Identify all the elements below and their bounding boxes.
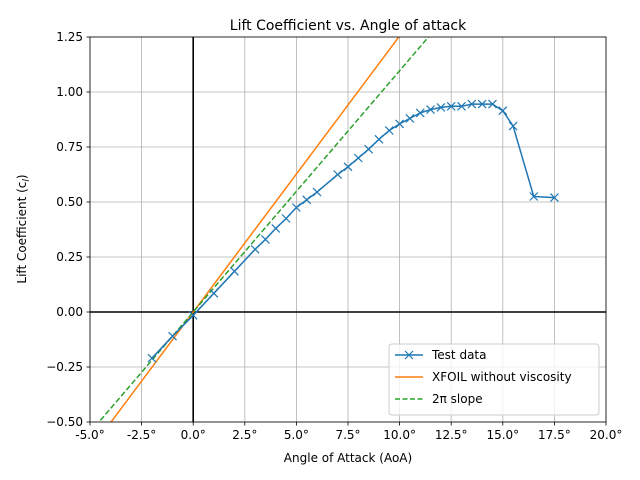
test-data-point (529, 192, 539, 201)
x-tick-label: 15.0° (486, 428, 519, 442)
series-line-1 (110, 37, 400, 422)
x-tick-label: 10.0° (383, 428, 416, 442)
test-data-point (230, 266, 239, 276)
y-axis-title: Lift Coefficient (cl) (15, 174, 32, 283)
x-tick-label: 20.0° (590, 428, 623, 442)
x-tick-label: 7.5° (335, 428, 360, 442)
test-data-point (168, 331, 177, 341)
test-data-point (271, 223, 281, 233)
legend-label-xfoil: XFOIL without viscosity (432, 370, 572, 384)
x-axis-ticks: -5.0° -2.5° 0.0° 2.5° 5.0° 7.5° 10.0° 12.5° 15.0… (75, 422, 622, 442)
x-tick-label: 5.0° (284, 428, 309, 442)
test-data-point (209, 288, 219, 298)
test-data-point (261, 234, 270, 244)
y-tick-label: 0.75 (56, 140, 83, 154)
y-tick-label: −0.25 (46, 360, 83, 374)
legend: Test data XFOIL without viscosity 2π slo… (388, 343, 600, 416)
test-data-point (488, 99, 497, 109)
test-data-point (395, 119, 405, 129)
y-tick-label: 1.00 (56, 85, 83, 99)
y-tick-label: 0.50 (56, 195, 83, 209)
y-axis-title-main: Lift Coefficient (c (15, 182, 29, 284)
test-data-point (477, 99, 487, 109)
y-tick-label: 0.00 (56, 305, 83, 319)
test-data-point (281, 214, 291, 223)
x-tick-label: 2.5° (232, 428, 257, 442)
test-data-point (498, 106, 508, 116)
legend-box (388, 343, 600, 416)
test-data-point (343, 162, 353, 172)
test-data-point (188, 310, 198, 320)
x-tick-label: 12.5° (435, 428, 468, 442)
test-data-point (312, 187, 322, 197)
test-data-point (549, 193, 559, 203)
legend-label-test-data: Test data (431, 348, 486, 362)
legend-label-2pi-slope: 2π slope (432, 392, 483, 406)
y-axis-ticks: −0.50 −0.25 0.00 0.25 0.50 0.75 1.00 1.25 (46, 30, 90, 429)
test-data-point (353, 153, 363, 163)
test-data-point (291, 203, 301, 212)
test-data-point (446, 101, 456, 111)
test-data-point (508, 121, 518, 131)
x-axis-title: Angle of Attack (AoA) (284, 451, 412, 465)
test-data-point (426, 105, 435, 115)
x-tick-label: -5.0° (75, 428, 104, 442)
test-data-point (415, 108, 425, 118)
test-data-point (147, 353, 157, 363)
series-layer (98, 37, 559, 422)
test-data-point (384, 126, 394, 135)
test-data-point (364, 144, 374, 154)
y-axis-title-subscript: l (22, 179, 32, 182)
test-data-point (250, 244, 260, 254)
y-tick-label: −0.50 (46, 415, 83, 429)
test-data-point (467, 99, 477, 109)
test-data-point (374, 134, 384, 144)
zero-axis-lines (90, 37, 606, 422)
x-tick-label: 17.5° (538, 428, 571, 442)
legend-marker-x-icon (404, 350, 414, 360)
chart-title: Lift Coefficient vs. Angle of attack (230, 18, 467, 34)
test-data-point (457, 101, 466, 111)
test-data-point (333, 170, 343, 179)
test-data-point (302, 195, 312, 205)
test-data-point (436, 102, 446, 112)
y-tick-label: 0.25 (56, 250, 83, 264)
x-tick-label: 0.0° (181, 428, 206, 442)
y-axis-title-close: ) (15, 174, 29, 179)
test-data-point (405, 113, 415, 123)
x-tick-label: -2.5° (127, 428, 156, 442)
y-tick-label: 1.25 (56, 30, 83, 44)
